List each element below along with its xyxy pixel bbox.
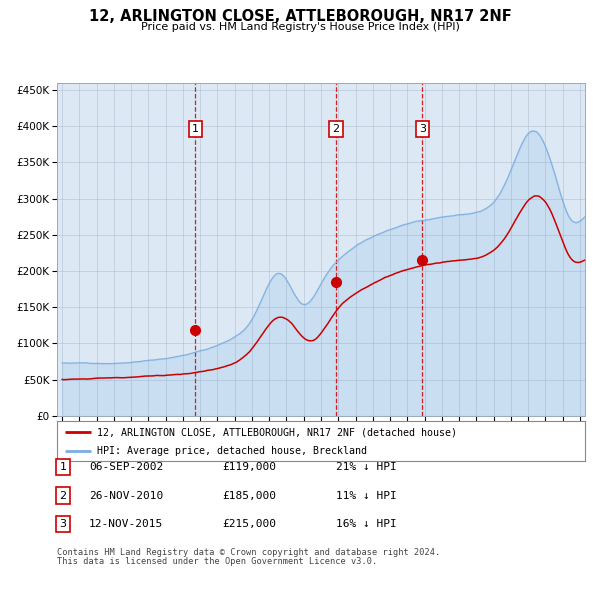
Text: 11% ↓ HPI: 11% ↓ HPI: [336, 491, 397, 500]
Text: Price paid vs. HM Land Registry's House Price Index (HPI): Price paid vs. HM Land Registry's House …: [140, 22, 460, 32]
Text: 16% ↓ HPI: 16% ↓ HPI: [336, 519, 397, 529]
Text: HPI: Average price, detached house, Breckland: HPI: Average price, detached house, Brec…: [97, 445, 367, 455]
Text: 21% ↓ HPI: 21% ↓ HPI: [336, 463, 397, 472]
Text: 3: 3: [59, 519, 67, 529]
Text: 3: 3: [419, 124, 426, 135]
Text: This data is licensed under the Open Government Licence v3.0.: This data is licensed under the Open Gov…: [57, 558, 377, 566]
Text: £215,000: £215,000: [222, 519, 276, 529]
Text: 1: 1: [191, 124, 199, 135]
Text: 2: 2: [332, 124, 340, 135]
Text: 1: 1: [59, 463, 67, 472]
Text: 06-SEP-2002: 06-SEP-2002: [89, 463, 163, 472]
Text: £185,000: £185,000: [222, 491, 276, 500]
Text: £119,000: £119,000: [222, 463, 276, 472]
Text: 12, ARLINGTON CLOSE, ATTLEBOROUGH, NR17 2NF: 12, ARLINGTON CLOSE, ATTLEBOROUGH, NR17 …: [89, 9, 511, 24]
Text: 2: 2: [59, 491, 67, 500]
Text: Contains HM Land Registry data © Crown copyright and database right 2024.: Contains HM Land Registry data © Crown c…: [57, 548, 440, 557]
Text: 12-NOV-2015: 12-NOV-2015: [89, 519, 163, 529]
Text: 12, ARLINGTON CLOSE, ATTLEBOROUGH, NR17 2NF (detached house): 12, ARLINGTON CLOSE, ATTLEBOROUGH, NR17 …: [97, 427, 457, 437]
Text: 26-NOV-2010: 26-NOV-2010: [89, 491, 163, 500]
